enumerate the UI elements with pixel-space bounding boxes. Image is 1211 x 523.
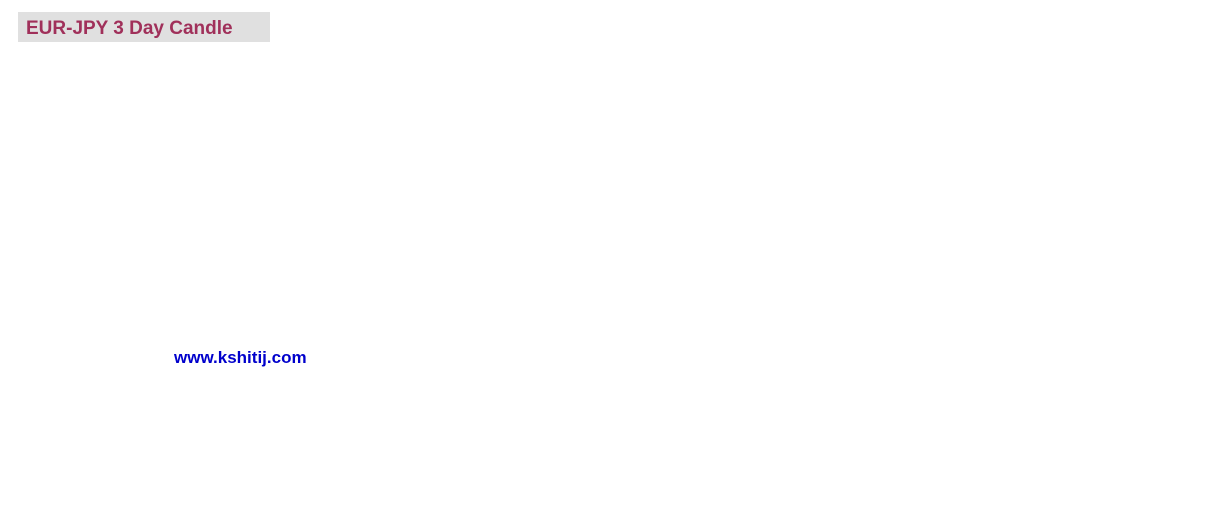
title-box <box>18 12 270 42</box>
chart-title: EUR-JPY 3 Day Candle <box>26 18 233 39</box>
watermark: www.kshitij.com <box>173 348 307 367</box>
